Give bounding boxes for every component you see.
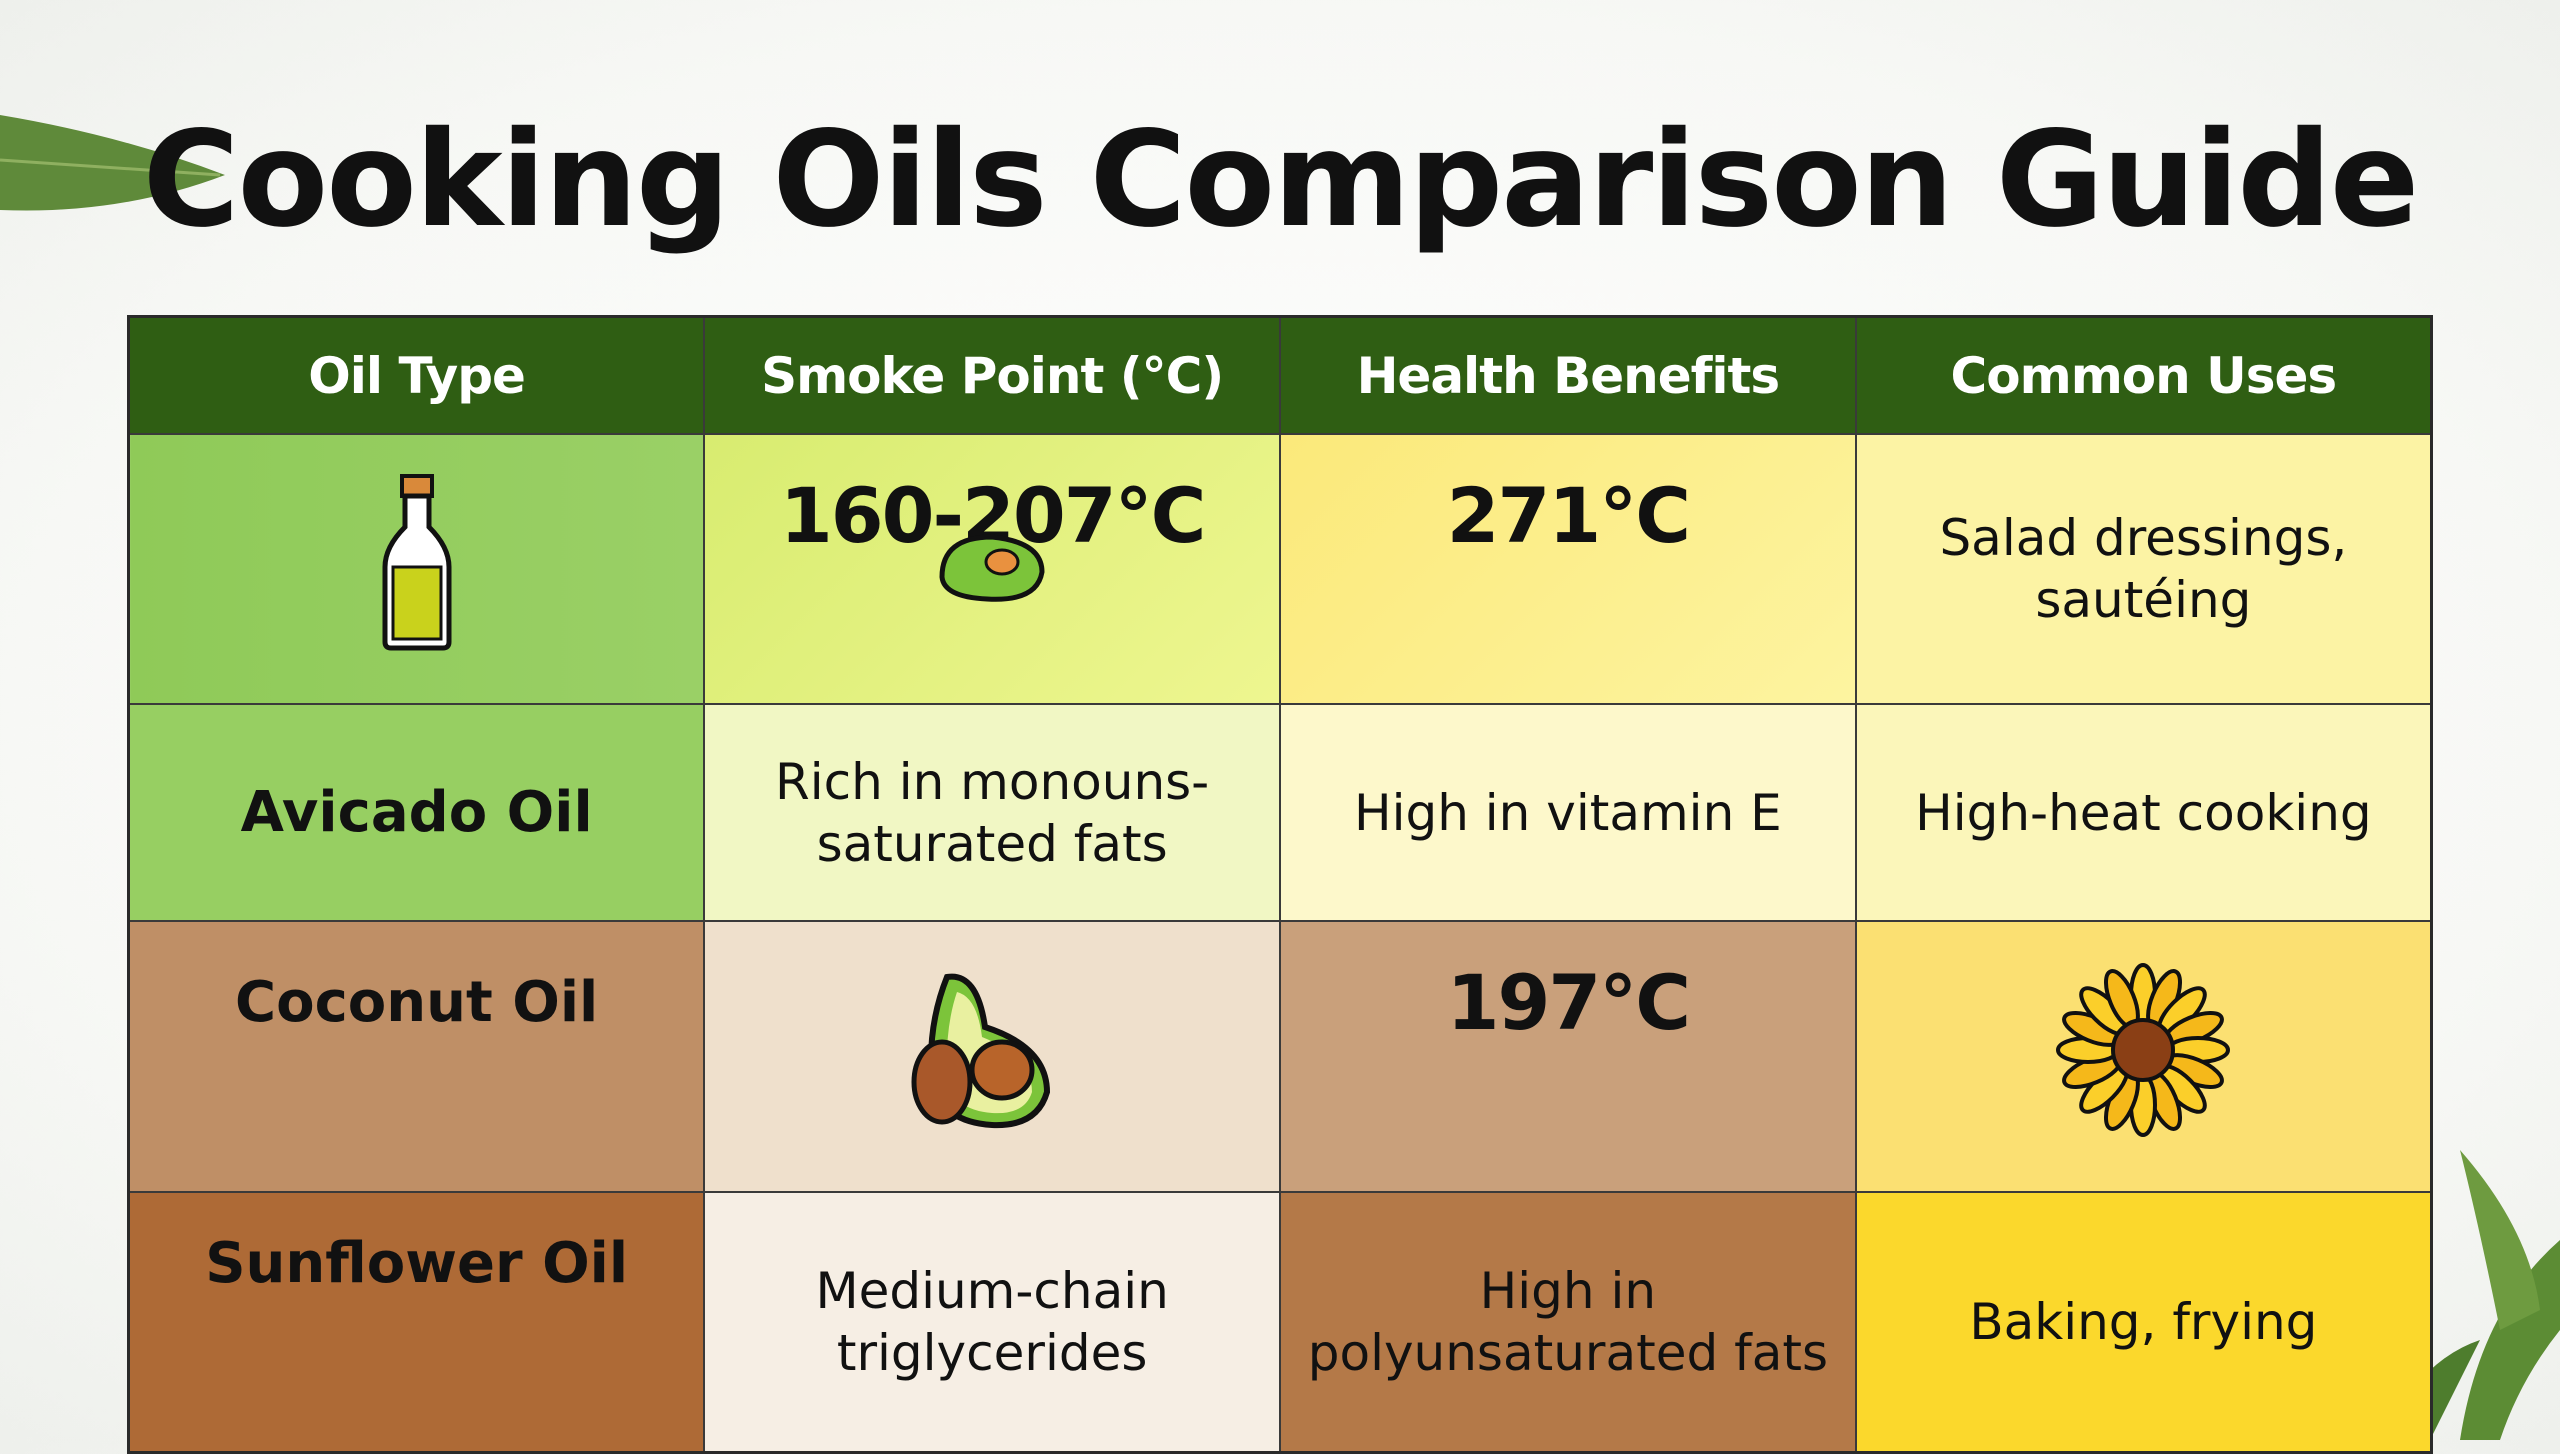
avocado-half-icon [911,973,1051,1129]
health-value: 197°C [1446,958,1691,1047]
cell-health: High in vitamin E [1279,703,1857,922]
table-row: Coconut Oil 197°C [127,920,2433,1193]
page-title: Cooking Oils Comparison Guide [142,103,2420,257]
cell-health: 271°C [1279,433,1857,705]
header-smoke-point: Smoke Point (°C) [703,315,1281,435]
health-value: 271°C [1446,471,1691,560]
cell-oil-type: Avicado Oil [127,703,706,922]
cell-smoke-point: Rich in monouns-saturated fats [703,703,1281,922]
table-row: 160-207°C 271°C Salad dressings, sautéin… [127,433,2433,705]
table-row: Avicado Oil Rich in monouns-saturated fa… [127,703,2433,922]
table-header-row: Oil Type Smoke Point (°C) Health Benefit… [127,315,2433,435]
cell-oil-type: Coconut Oil [127,920,706,1193]
cell-smoke-point: Medium-chain triglycerides [703,1191,1281,1454]
oil-bottle-icon [382,474,452,651]
cell-health: 197°C [1279,920,1857,1193]
cell-uses: High-heat cooking [1854,703,2433,922]
sunflower-icon [2056,962,2231,1137]
cell-oil-type [127,433,706,705]
header-oil-type: Oil Type [127,315,706,435]
cell-health: High in polyunsaturated fats [1279,1191,1857,1454]
cell-uses: Baking, frying [1854,1191,2433,1454]
header-health-benefits: Health Benefits [1279,315,1857,435]
cell-smoke-point [703,920,1281,1193]
comparison-table: Oil Type Smoke Point (°C) Health Benefit… [127,315,2433,1454]
cell-oil-type: Sunflower Oil [127,1191,706,1454]
header-common-uses: Common Uses [1854,315,2433,435]
cell-uses [1854,920,2433,1193]
leaf-decoration-top-left [0,115,225,211]
avocado-icon [939,534,1045,602]
cell-uses: Salad dressings, sautéing [1854,433,2433,705]
table-row: Sunflower Oil Medium-chain triglycerides… [127,1191,2433,1454]
cell-smoke-point: 160-207°C [703,433,1281,705]
